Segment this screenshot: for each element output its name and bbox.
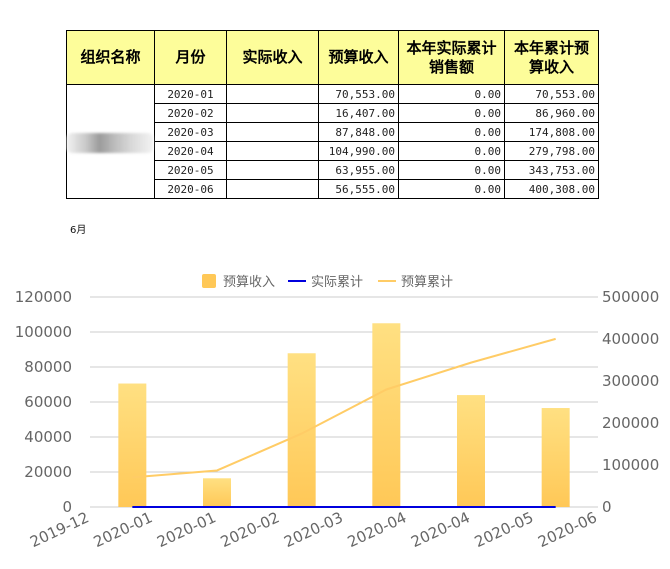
bar: [287, 353, 316, 507]
actual-income-cell: [226, 84, 319, 104]
ytd-actual-cell: 0.00: [398, 84, 505, 104]
bar: [457, 395, 485, 507]
legend-label: 实际累计: [311, 275, 363, 290]
legend-item[interactable]: 预算累计: [378, 275, 453, 290]
right-axis-ticks: 0 100000 200000 300000 400000 500000: [602, 288, 659, 516]
actual-income-cell: [226, 103, 319, 123]
bar: [372, 323, 401, 507]
chart-legend[interactable]: 预算收入 实际累计 预算累计: [202, 274, 453, 290]
header-org-name: 组织名称: [66, 30, 155, 85]
budget-income-cell: 104,990.00: [318, 141, 399, 161]
right-tick-label: 0: [602, 498, 612, 516]
month-cell: 2020-03: [154, 122, 227, 142]
x-tick-label: 2020-05: [472, 508, 536, 551]
budget-income-cell: 70,553.00: [318, 84, 399, 104]
header-actual-income: 实际收入: [226, 30, 319, 85]
x-tick-label: 2019-12: [27, 508, 91, 551]
table-row: 2020-01 70,553.00 0.00 70,553.00: [66, 84, 599, 199]
ytd-budget-cell: 174,808.00: [504, 122, 599, 142]
ytd-actual-cell: 0.00: [398, 122, 505, 142]
header-month: 月份: [154, 30, 227, 85]
legend-label: 预算收入: [223, 275, 275, 290]
table-row: 2020-05 63,955.00 0.00 343,753.00: [67, 160, 599, 180]
actual-income-cell: [226, 160, 319, 180]
header-ytd-budget-income: 本年累计预算收入: [504, 30, 599, 85]
line-series: [132, 337, 556, 508]
bar: [203, 478, 231, 507]
redacted-org-name: [67, 133, 153, 153]
left-axis-ticks: 0 20000 40000 60000 80000 100000 120000: [15, 288, 72, 516]
budget-chart: 预算收入 实际累计 预算累计 0 20000 40000 60000 80000 100000…: [15, 274, 659, 551]
table-row: 2020-04 104,990.00 0.00 279,798.00: [67, 141, 599, 161]
ytd-budget-cell: 86,960.00: [504, 103, 599, 123]
left-tick-label: 20000: [24, 463, 72, 481]
budget-income-cell: 56,555.00: [318, 179, 399, 199]
left-tick-label: 80000: [24, 358, 72, 376]
legend-item[interactable]: 实际累计: [288, 275, 363, 290]
budget-income-cell: 16,407.00: [318, 103, 399, 123]
x-tick-label: 2020-04: [408, 508, 472, 551]
left-tick-label: 120000: [15, 288, 72, 306]
legend-item[interactable]: 预算收入: [202, 274, 275, 290]
header-ytd-actual-sales: 本年实际累计销售额: [398, 30, 505, 85]
bar: [541, 408, 570, 507]
month-cell: 2020-06: [154, 179, 227, 199]
ytd-actual-cell: 0.00: [398, 179, 505, 199]
header-budget-income: 预算收入: [318, 30, 399, 85]
month-cell: 2020-04: [154, 141, 227, 161]
series-line: [132, 337, 556, 479]
actual-income-cell: [226, 122, 319, 142]
legend-swatch: [202, 274, 216, 288]
right-tick-label: 200000: [602, 414, 659, 432]
ytd-actual-cell: 0.00: [398, 103, 505, 123]
table-row: 2020-02 16,407.00 0.00 86,960.00: [67, 103, 599, 123]
left-tick-label: 0: [62, 498, 72, 516]
budget-income-cell: 87,848.00: [318, 122, 399, 142]
right-tick-label: 300000: [602, 372, 659, 390]
ytd-budget-cell: 70,553.00: [504, 84, 599, 104]
month-cell: 2020-01: [154, 84, 227, 104]
month-cell: 2020-02: [154, 103, 227, 123]
x-axis-ticks: 2019-12 2020-01 2020-01 2020-02 2020-03 2020-…: [27, 508, 599, 551]
bar-series: [118, 323, 570, 507]
org-name-cell: [66, 84, 155, 199]
actual-income-cell: [226, 141, 319, 161]
x-tick-label: 2020-02: [218, 508, 282, 551]
month-cell: 2020-05: [154, 160, 227, 180]
ytd-actual-cell: 0.00: [398, 141, 505, 161]
report-table: 组织名称 月份 实际收入 预算收入 本年实际累计销售额 本年累计预算收入 202…: [66, 30, 599, 199]
table-row: 2020-06 56,555.00 0.00 400,308.00: [67, 179, 599, 199]
ytd-actual-cell: 0.00: [398, 160, 505, 180]
right-tick-label: 400000: [602, 330, 659, 348]
left-tick-label: 40000: [24, 428, 72, 446]
x-tick-label: 2020-04: [345, 508, 409, 551]
x-tick-label: 2020-01: [91, 508, 155, 551]
table-row: 2020-03 87,848.00 0.00 174,808.00: [67, 122, 599, 142]
ytd-budget-cell: 400,308.00: [504, 179, 599, 199]
table-header-row: 组织名称 月份 实际收入 预算收入 本年实际累计销售额 本年累计预算收入: [66, 30, 599, 85]
left-tick-label: 60000: [24, 393, 72, 411]
ytd-budget-cell: 343,753.00: [504, 160, 599, 180]
right-tick-label: 500000: [602, 288, 659, 306]
budget-income-cell: 63,955.00: [318, 160, 399, 180]
right-tick-label: 100000: [602, 456, 659, 474]
ytd-budget-cell: 279,798.00: [504, 141, 599, 161]
x-tick-label: 2020-06: [535, 508, 599, 551]
bar: [118, 383, 147, 507]
legend-label: 预算累计: [401, 275, 453, 290]
month-note: 6月: [70, 225, 87, 236]
x-tick-label: 2020-03: [281, 508, 345, 551]
x-tick-label: 2020-01: [154, 508, 218, 551]
actual-income-cell: [226, 179, 319, 199]
left-tick-label: 100000: [15, 323, 72, 341]
